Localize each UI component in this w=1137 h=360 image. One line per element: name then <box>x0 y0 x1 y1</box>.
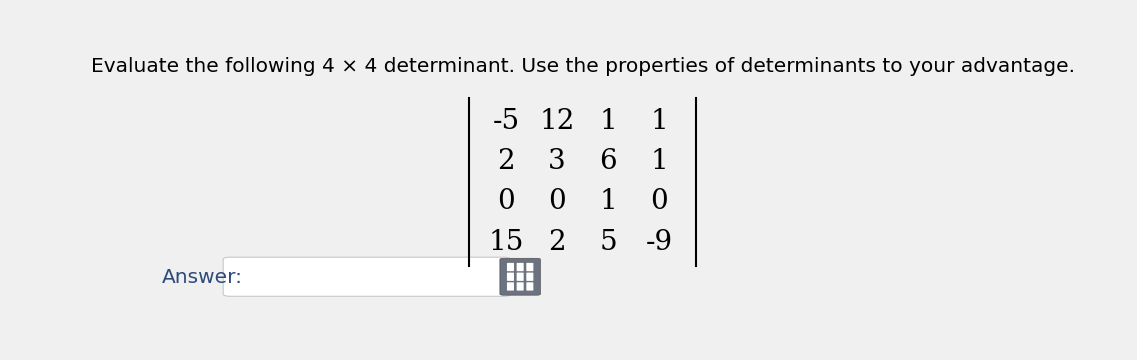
Text: Evaluate the following 4 × 4 determinant. Use the properties of determinants to : Evaluate the following 4 × 4 determinant… <box>91 57 1074 76</box>
Text: 1: 1 <box>599 108 617 135</box>
Text: 2: 2 <box>548 229 566 256</box>
Text: 3: 3 <box>548 148 566 175</box>
FancyBboxPatch shape <box>507 273 514 281</box>
Text: Answer:: Answer: <box>161 268 242 287</box>
FancyBboxPatch shape <box>516 273 524 281</box>
Text: 1: 1 <box>599 188 617 215</box>
FancyBboxPatch shape <box>526 273 533 281</box>
Text: 0: 0 <box>650 188 669 215</box>
Text: -9: -9 <box>646 229 673 256</box>
Text: 12: 12 <box>539 108 575 135</box>
Text: 6: 6 <box>599 148 617 175</box>
Text: 0: 0 <box>548 188 566 215</box>
FancyBboxPatch shape <box>507 282 514 291</box>
Text: 1: 1 <box>650 108 669 135</box>
Text: 1: 1 <box>650 148 669 175</box>
Text: 15: 15 <box>489 229 524 256</box>
FancyBboxPatch shape <box>500 258 540 295</box>
FancyBboxPatch shape <box>507 263 514 271</box>
FancyBboxPatch shape <box>526 263 533 271</box>
FancyBboxPatch shape <box>516 263 524 271</box>
Text: 0: 0 <box>497 188 515 215</box>
FancyBboxPatch shape <box>223 257 511 296</box>
FancyBboxPatch shape <box>516 282 524 291</box>
Text: -5: -5 <box>492 108 520 135</box>
Text: 2: 2 <box>497 148 515 175</box>
Text: 5: 5 <box>599 229 617 256</box>
FancyBboxPatch shape <box>526 282 533 291</box>
